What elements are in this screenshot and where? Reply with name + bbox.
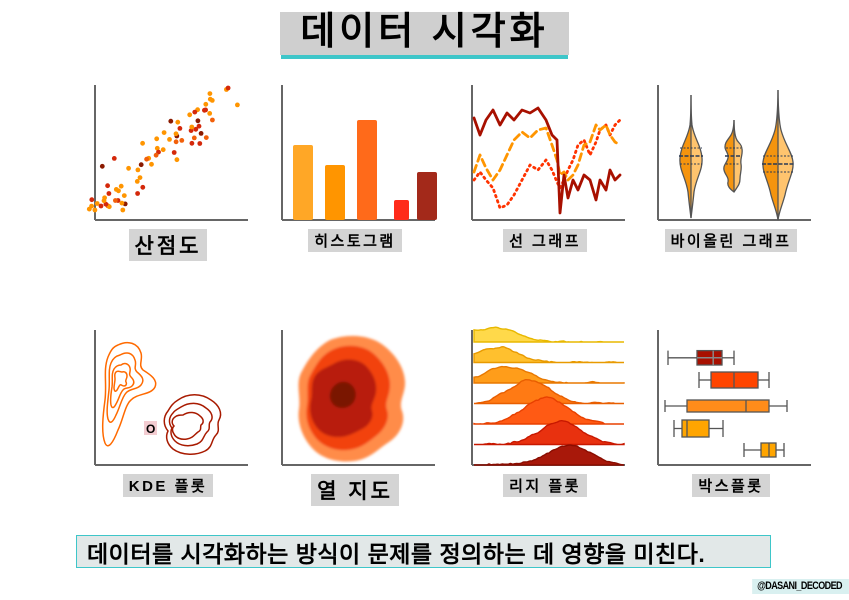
svg-text:O: O bbox=[146, 422, 155, 436]
